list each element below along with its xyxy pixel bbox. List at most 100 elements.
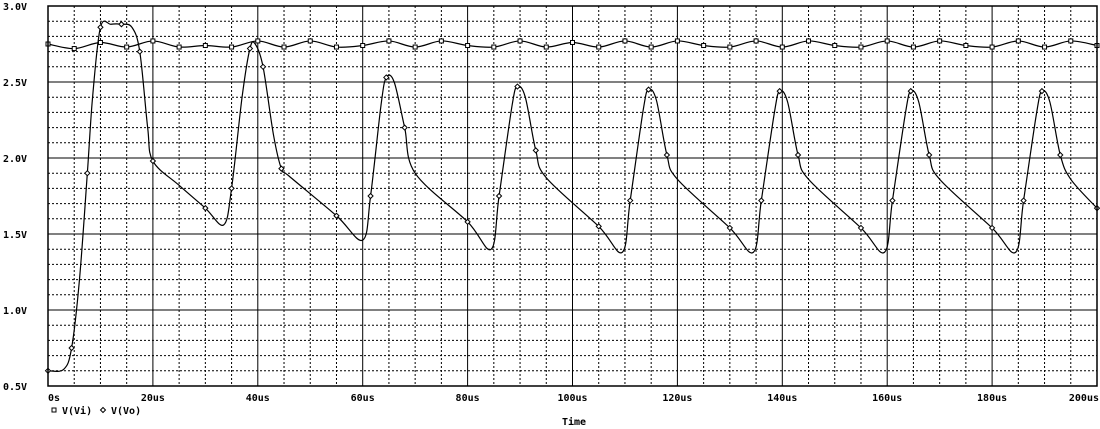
data-point-v-vi: [963, 43, 969, 49]
series-layer: [44, 20, 1100, 375]
data-point-v-vi: [307, 38, 313, 44]
data-point-v-vi: [937, 38, 943, 44]
data-point-v-vo: [246, 45, 254, 52]
data-point-v-vi: [465, 43, 471, 49]
data-point-v-vi: [596, 44, 602, 50]
data-point-v-vo: [514, 83, 521, 90]
x-tick-label: 120us: [662, 393, 692, 404]
data-point-v-vo: [228, 185, 235, 192]
data-point-v-vi: [255, 38, 261, 44]
data-point-v-vo: [1020, 197, 1027, 204]
x-tick-label: 20us: [141, 393, 165, 404]
data-point-v-vo: [532, 147, 539, 154]
data-point-v-vo: [401, 124, 408, 131]
y-tick-label: 2.0V: [3, 154, 27, 165]
data-point-v-vi: [1068, 38, 1074, 44]
data-point-v-vi: [779, 44, 785, 50]
data-point-v-vi: [570, 39, 575, 45]
x-tick-label: 80us: [456, 393, 480, 404]
data-point-v-vo: [889, 197, 896, 204]
data-point-v-vi: [989, 44, 995, 50]
y-tick-label: 1.0V: [3, 306, 27, 317]
data-point-v-vi: [701, 43, 707, 49]
data-point-v-vo: [68, 344, 75, 352]
legend: V(Vi) V(Vo): [51, 405, 141, 417]
data-point-v-vo: [333, 212, 340, 219]
data-point-v-vi: [202, 43, 208, 49]
legend-label-v-vo: V(Vo): [111, 406, 141, 417]
data-point-v-vi: [910, 44, 916, 50]
y-tick-label: 1.5V: [3, 230, 27, 241]
x-tick-label: 160us: [872, 393, 902, 404]
legend-marker-v-vo: [99, 406, 107, 414]
x-tick-label: 60us: [351, 393, 375, 404]
x-tick-label: 100us: [557, 393, 587, 404]
data-point-v-vi: [858, 44, 864, 50]
data-point-v-vi: [806, 38, 812, 44]
data-point-v-vi: [124, 44, 130, 50]
data-point-v-vi: [412, 44, 418, 50]
data-point-v-vo: [464, 218, 471, 226]
data-point-v-vo: [663, 151, 671, 159]
legend-marker-v-vi: [51, 407, 57, 413]
y-tick-label: 3.0V: [3, 2, 27, 13]
data-point-v-vi: [648, 44, 654, 50]
data-point-v-vo: [645, 86, 652, 93]
data-point-v-vo: [495, 192, 503, 200]
x-axis-label: Time: [562, 416, 586, 428]
data-point-v-vi: [229, 44, 235, 50]
data-point-v-vi: [491, 44, 497, 50]
data-point-v-vi: [438, 38, 444, 44]
data-point-v-vi: [753, 38, 759, 44]
data-point-v-vo: [84, 169, 91, 177]
data-point-v-vi: [1015, 38, 1021, 44]
data-point-v-vi: [176, 44, 182, 50]
data-point-v-vi: [674, 38, 680, 44]
data-point-v-vo: [726, 224, 734, 232]
data-point-v-vo: [136, 48, 143, 55]
data-point-v-vo: [857, 224, 865, 232]
data-point-v-vo: [595, 223, 602, 230]
data-point-v-vi: [622, 38, 628, 44]
grid: [47, 5, 1098, 387]
data-point-v-vo: [1057, 151, 1064, 159]
data-point-v-vo: [794, 151, 802, 159]
data-point-v-vi: [360, 43, 366, 49]
data-point-v-vo: [149, 157, 157, 165]
plot-frame: [47, 5, 1098, 387]
data-point-v-vi: [150, 38, 156, 44]
legend-label-v-vi: V(Vi): [62, 405, 92, 417]
data-point-v-vo: [1038, 87, 1046, 95]
data-point-v-vo: [776, 87, 783, 95]
y-tick-label: 2.5V: [3, 78, 27, 89]
data-point-v-vo: [925, 151, 933, 159]
x-tick-label: 40us: [246, 393, 270, 404]
data-point-v-vo: [758, 197, 765, 204]
data-point-v-vi: [1042, 44, 1048, 50]
data-point-v-vi: [727, 44, 733, 50]
x-tick-label: 0s: [48, 393, 60, 404]
data-point-v-vo: [907, 87, 915, 95]
data-point-v-vo: [259, 63, 267, 71]
data-point-v-vo: [278, 165, 285, 172]
x-tick-label: 140us: [767, 393, 797, 404]
frame-border: [47, 5, 1098, 387]
data-point-v-vi: [884, 38, 890, 44]
data-point-v-vi: [386, 38, 392, 44]
y-tick-label: 0.5V: [3, 382, 27, 393]
data-point-v-vi: [281, 44, 287, 50]
data-point-v-vi: [71, 46, 77, 52]
data-point-v-vi: [832, 43, 838, 49]
data-point-v-vo: [367, 192, 374, 200]
x-tick-label: 180us: [977, 393, 1007, 404]
data-point-v-vo: [118, 21, 125, 28]
data-point-v-vi: [543, 44, 549, 50]
tick-labels: 0.5V 1.0V 1.5V 2.0V 2.5V 3.0V 0s 20us 40us 60us 80…: [3, 2, 1099, 404]
data-point-v-vo: [626, 197, 634, 204]
data-point-v-vo: [97, 24, 104, 31]
data-point-v-vi: [517, 38, 523, 44]
data-point-v-vo: [202, 204, 209, 212]
x-tick-label: 200us: [1069, 393, 1099, 404]
data-point-v-vi: [333, 44, 339, 50]
